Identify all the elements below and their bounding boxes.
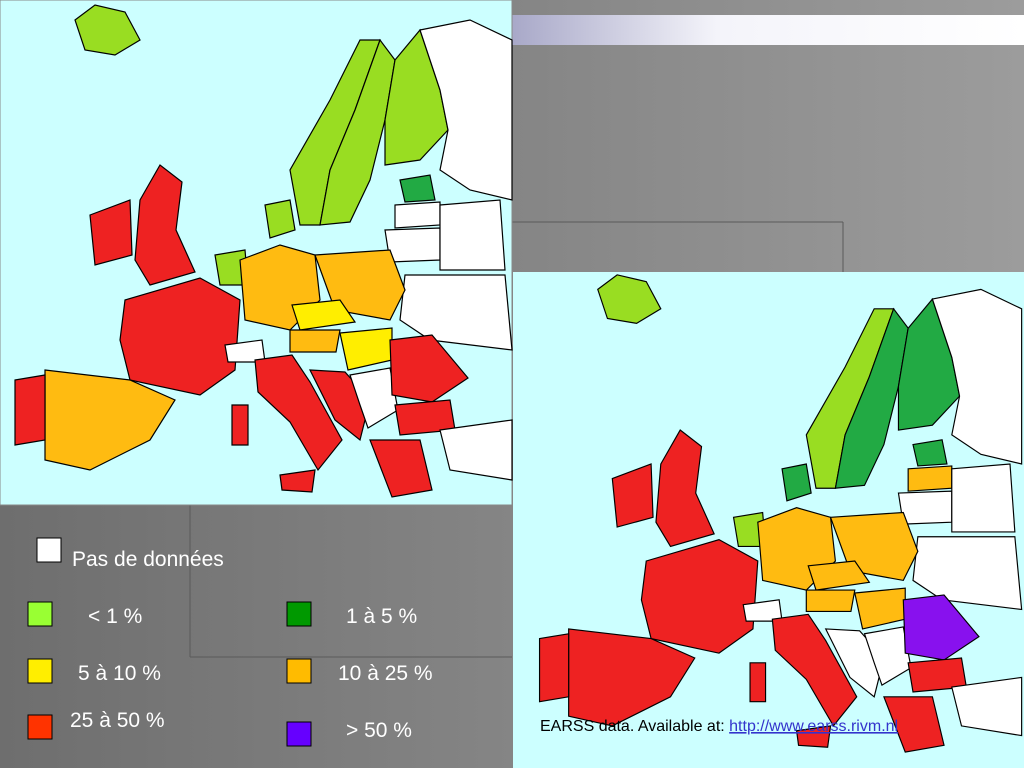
legend-label: 1 à 5 % — [346, 605, 417, 628]
country-latvia — [394, 201, 441, 229]
country-greece — [369, 439, 433, 498]
legend-label: > 50 % — [346, 719, 412, 742]
country-iceland — [74, 4, 141, 56]
country-italy — [771, 613, 858, 727]
country-spain — [568, 628, 696, 727]
country-ukraine — [912, 536, 1023, 611]
map-left — [14, 4, 513, 498]
country-sicily — [795, 725, 832, 748]
country-estonia — [399, 174, 436, 203]
country-portugal — [14, 374, 46, 446]
swatch — [286, 721, 312, 747]
country-czech — [291, 299, 357, 331]
country-portugal — [538, 633, 570, 703]
country-serbia — [349, 367, 399, 429]
country-turkey — [951, 676, 1023, 737]
source-text: EARSS data. Available at: http://www.ear… — [540, 718, 898, 735]
source-label: EARSS data. Available at: — [540, 718, 729, 735]
country-sicily — [279, 469, 316, 493]
country-ukraine — [399, 274, 513, 351]
frame-lines — [189, 221, 844, 658]
country-serbia — [863, 626, 912, 687]
country-ireland — [611, 463, 654, 528]
legend-label: 25 à 50 % — [70, 709, 165, 732]
swatch — [27, 601, 53, 627]
swatch — [27, 658, 53, 684]
country-austria — [289, 329, 341, 353]
country-austria — [805, 589, 856, 613]
country-belarus — [439, 199, 506, 271]
country-iceland — [597, 274, 662, 324]
country-baltic-s — [384, 227, 441, 263]
country-sardinia — [231, 404, 249, 446]
swatch-no-data — [36, 537, 62, 563]
legend-label: < 1 % — [88, 605, 142, 628]
country-france — [119, 277, 241, 396]
country-russia-n — [931, 288, 1023, 465]
swatch — [286, 658, 312, 684]
country-romania — [902, 594, 980, 661]
country-sardinia — [749, 662, 767, 703]
legend-label: Pas de données — [72, 548, 224, 571]
country-uk — [655, 429, 715, 548]
country-spain — [44, 369, 176, 471]
country-belarus — [951, 463, 1016, 533]
swatch — [27, 714, 53, 740]
source-link[interactable]: http://www.earss.rivm.nl — [729, 718, 898, 735]
map-right — [538, 274, 1023, 753]
legend-label: 10 à 25 % — [338, 662, 433, 685]
country-france — [640, 539, 759, 654]
legend-label: 5 à 10 % — [78, 662, 161, 685]
country-greece — [883, 696, 945, 753]
country-czech — [807, 560, 871, 591]
country-baltic-s — [897, 490, 953, 525]
country-denmark — [781, 463, 812, 502]
country-russia-n — [419, 19, 513, 201]
country-latvia — [907, 465, 953, 492]
country-estonia — [912, 439, 948, 467]
country-denmark — [264, 199, 296, 239]
header-bar — [512, 15, 1024, 45]
country-ireland — [89, 199, 133, 266]
country-turkey — [439, 419, 513, 481]
country-uk — [134, 164, 196, 286]
country-italy — [254, 354, 343, 472]
swatch — [286, 601, 312, 627]
country-romania — [389, 334, 469, 403]
